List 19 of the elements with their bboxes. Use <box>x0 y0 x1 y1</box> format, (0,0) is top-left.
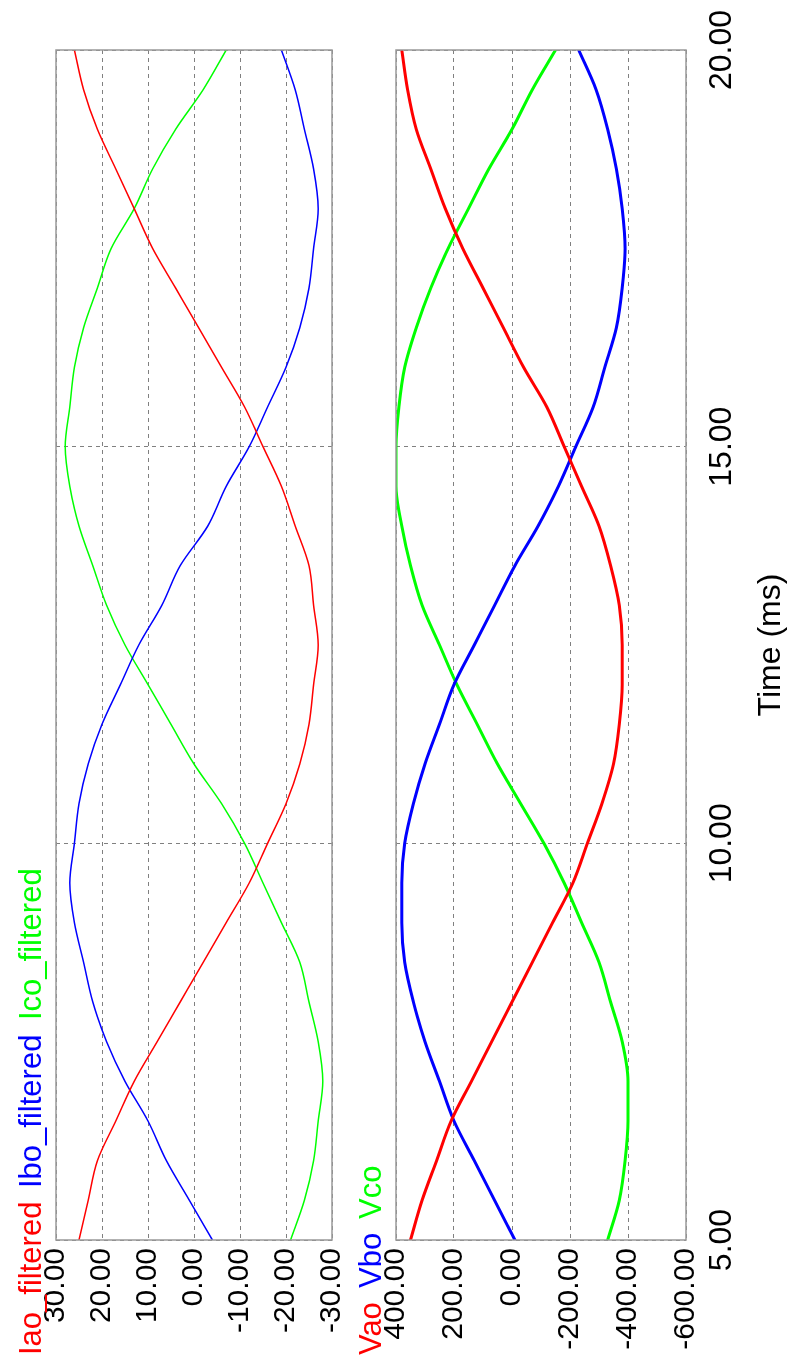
x-tick-label: 200.00 <box>435 1248 469 1340</box>
x-tick-label: 10.00 <box>129 1248 163 1324</box>
x-tick-label: -30.00 <box>313 1248 347 1334</box>
x-tick-label: -10.00 <box>221 1248 255 1334</box>
x-tick-label: 0.00 <box>175 1248 209 1307</box>
x-tick-label: -200.00 <box>551 1248 585 1350</box>
text: Vco <box>353 1165 388 1219</box>
y-axis-title: Time (ms) <box>751 573 787 717</box>
y-tick-label: 10.00 <box>701 803 738 884</box>
x-tick-label: -20.00 <box>267 1248 301 1334</box>
text: Ico_filtered <box>13 868 48 1021</box>
y-tick-label: 5.00 <box>701 1208 738 1272</box>
x-tick-label: 20.00 <box>83 1248 117 1324</box>
x-tick-label: -400.00 <box>609 1248 643 1350</box>
x-tick-label: 0.00 <box>493 1248 527 1307</box>
y-tick-label: 15.00 <box>701 406 738 487</box>
text: Ibo_filtered <box>13 1034 48 1188</box>
x-tick-label: -600.00 <box>667 1248 701 1350</box>
y-tick-label: 20.00 <box>701 9 738 91</box>
